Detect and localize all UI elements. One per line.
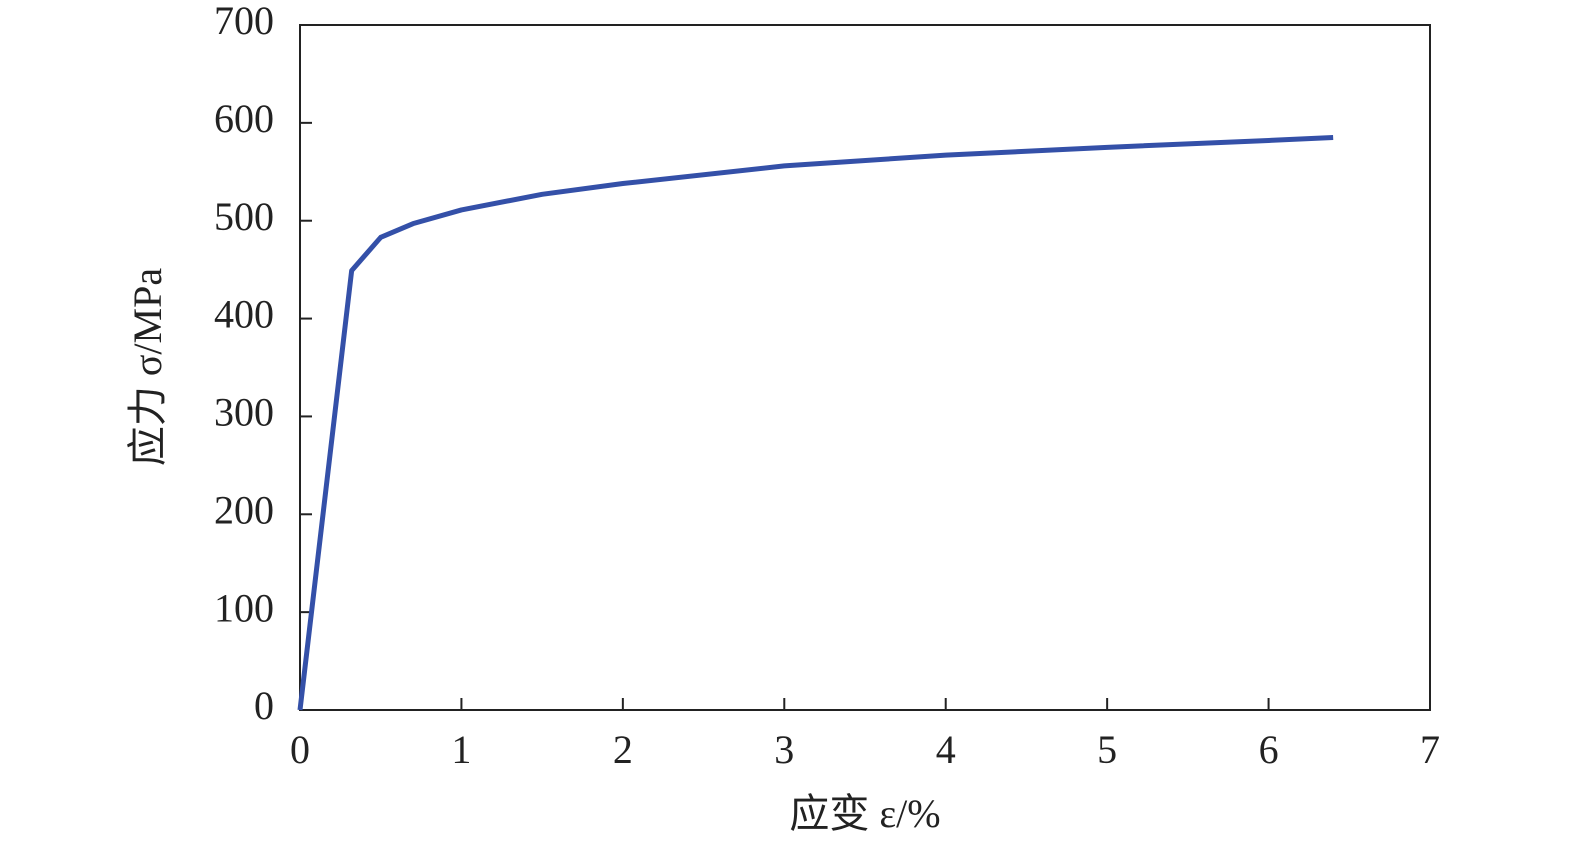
y-tick-label: 100 — [214, 585, 274, 630]
y-tick-label: 400 — [214, 292, 274, 337]
x-tick-label: 7 — [1420, 727, 1440, 772]
y-tick-label: 500 — [214, 194, 274, 239]
x-tick-label: 3 — [774, 727, 794, 772]
x-tick-label: 0 — [290, 727, 310, 772]
y-tick-label: 0 — [254, 683, 274, 728]
plot-frame — [299, 24, 1431, 711]
y-axis-label: 应力 σ/MPa — [125, 268, 170, 466]
x-tick-label: 2 — [613, 727, 633, 772]
y-tick-label: 300 — [214, 390, 274, 435]
x-tick-label: 6 — [1259, 727, 1279, 772]
x-tick-label: 1 — [451, 727, 471, 772]
data-line — [297, 135, 1334, 711]
y-tick-label: 600 — [214, 96, 274, 141]
x-axis-label: 应变 ε/% — [789, 791, 940, 836]
x-tick-label: 5 — [1097, 727, 1117, 772]
x-tick-label: 4 — [936, 727, 956, 772]
y-tick-label: 700 — [214, 0, 274, 43]
y-tick-label: 200 — [214, 487, 274, 532]
